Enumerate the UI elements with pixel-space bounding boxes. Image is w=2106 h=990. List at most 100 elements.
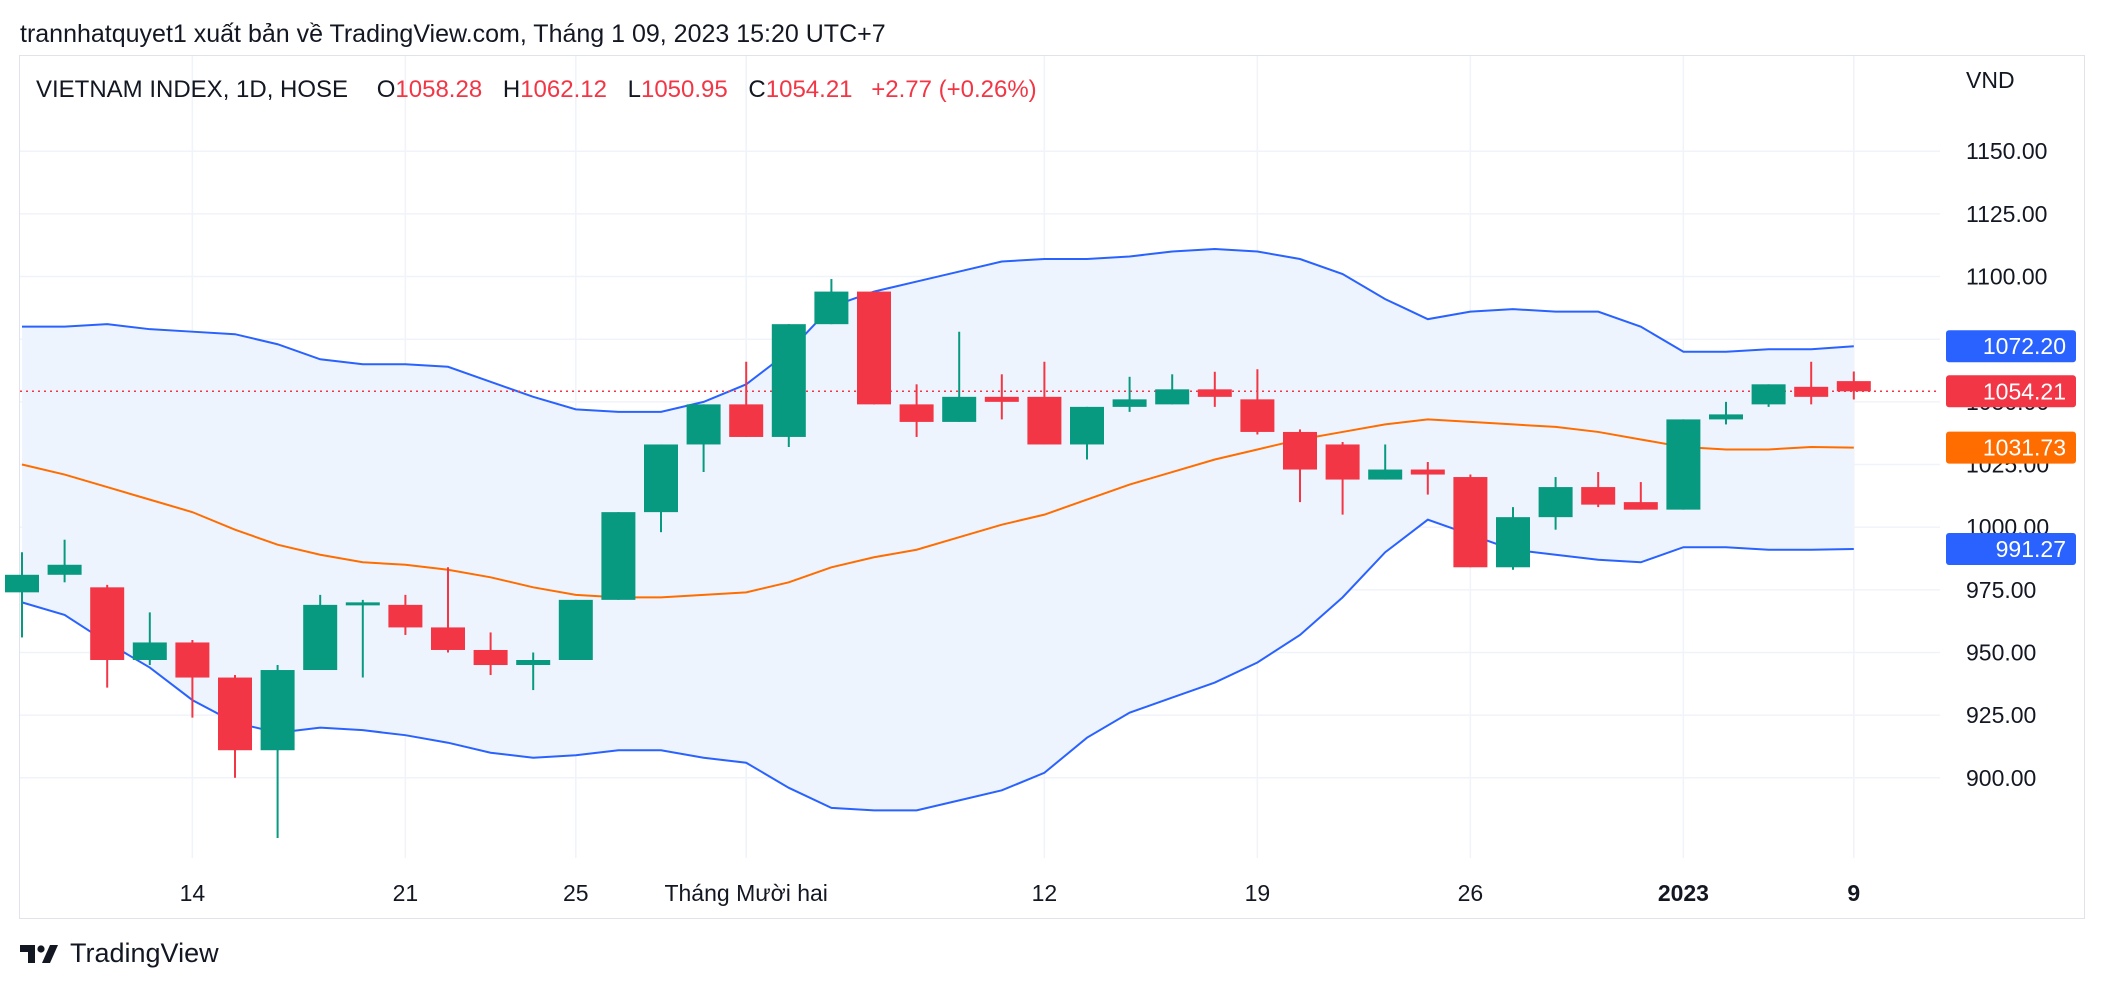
candle — [1027, 361, 1062, 445]
candle-body — [686, 404, 721, 445]
close-key: C — [748, 76, 766, 103]
price-badge — [1946, 375, 2076, 408]
candle-body — [644, 444, 678, 513]
candle-body — [558, 599, 593, 661]
candle-body — [1836, 381, 1871, 392]
high-value: 1062.12 — [520, 76, 607, 103]
candle-body — [942, 396, 977, 422]
price-badge-label: 991.27 — [1996, 536, 2066, 562]
tradingview-logo-icon — [20, 944, 58, 963]
x-tick-label: 9 — [1847, 880, 1860, 906]
candle — [1155, 374, 1190, 405]
bollinger-basis-line — [21, 418, 1854, 599]
candle-body — [729, 404, 764, 437]
candle — [601, 512, 636, 600]
bollinger-upper-line — [22, 247, 1854, 413]
candle-body — [345, 602, 380, 606]
y-tick-label: 1125.00 — [1966, 201, 2047, 227]
candle-body — [1155, 389, 1190, 405]
price-badge-label: 1054.21 — [1983, 378, 2066, 404]
candle — [729, 361, 764, 437]
price-badge-label: 1072.20 — [1983, 333, 2066, 359]
candle-body — [473, 649, 508, 666]
candle-body — [771, 324, 806, 437]
y-tick-label: 975.00 — [1966, 577, 2036, 603]
y-tick-label: 950.00 — [1966, 639, 2036, 665]
candle-body — [47, 564, 82, 575]
candle — [1709, 401, 1743, 425]
low-key: L — [627, 76, 641, 103]
candle — [260, 665, 295, 838]
candle — [1666, 419, 1701, 510]
candle — [132, 612, 167, 666]
candle-body — [5, 574, 39, 593]
candle — [857, 291, 891, 405]
candle — [90, 584, 125, 688]
candle — [1496, 507, 1530, 570]
currency-label: VND — [1966, 67, 2015, 93]
candle-body — [1496, 517, 1530, 568]
y-tick-label: 1100.00 — [1966, 264, 2047, 290]
ohlc-legend: VIETNAM INDEX, 1D, HOSE O1058.28 H1062.1… — [36, 76, 1037, 104]
candle-body — [1410, 469, 1445, 475]
candle — [1070, 406, 1104, 460]
bollinger-fill — [22, 248, 1854, 811]
candle — [1538, 477, 1573, 530]
candle-body — [1623, 502, 1658, 510]
x-tick-label: 19 — [1245, 880, 1271, 906]
price-badge — [1946, 533, 2076, 566]
candle-body — [1453, 477, 1488, 568]
y-tick-label: 1150.00 — [1966, 138, 2047, 164]
open-value: 1058.28 — [395, 76, 483, 103]
candle — [814, 279, 849, 325]
candle-body — [260, 670, 295, 751]
candle — [1581, 472, 1616, 508]
candle-body — [899, 404, 934, 422]
candle — [1368, 444, 1403, 480]
candle — [899, 384, 934, 437]
candle-body — [1709, 414, 1743, 420]
candle — [644, 444, 678, 533]
symbol-name: VIETNAM INDEX, 1D, HOSE — [36, 76, 349, 103]
chart-frame — [19, 55, 2085, 919]
x-tick-label: Tháng Mười hai — [664, 880, 827, 906]
candle — [1283, 429, 1317, 503]
candle-body — [1197, 389, 1232, 397]
candle-body — [1112, 399, 1147, 407]
bollinger-lower-line — [21, 518, 1854, 812]
candle-body — [1751, 384, 1786, 405]
y-tick-label: 900.00 — [1966, 765, 2036, 791]
candle — [5, 552, 39, 638]
open-key: O — [376, 76, 396, 103]
x-tick-label: 26 — [1458, 880, 1484, 906]
candle — [47, 539, 82, 583]
candle — [431, 567, 465, 653]
candle — [1794, 361, 1829, 405]
candle-body — [1666, 419, 1701, 510]
candle — [771, 324, 806, 447]
y-tick-label: 925.00 — [1966, 702, 2036, 728]
candle-body — [175, 642, 210, 678]
bollinger-bands — [20, 247, 1940, 812]
candle — [1410, 462, 1445, 495]
candle — [345, 599, 380, 678]
candlestick-chart[interactable]: VND900.00925.00950.00975.001000.001025.0… — [0, 0, 2106, 930]
candle — [1623, 482, 1658, 510]
candle — [686, 404, 721, 473]
tradingview-footer[interactable]: TradingView — [20, 938, 219, 969]
price-badge — [1946, 330, 2076, 363]
candle-body — [857, 291, 891, 405]
candle — [942, 331, 977, 422]
candle-body — [1027, 396, 1062, 445]
candle — [1112, 376, 1147, 412]
candle-body — [1325, 444, 1360, 480]
candle-body — [1368, 469, 1403, 480]
candle-body — [601, 512, 636, 600]
candles — [5, 279, 1871, 838]
candle — [1325, 441, 1360, 515]
price-axis-background — [1942, 56, 2084, 918]
candle — [175, 639, 210, 718]
change-value: +2.77 (+0.26%) — [871, 76, 1037, 103]
candle-body — [814, 291, 849, 325]
candle — [1453, 474, 1488, 568]
